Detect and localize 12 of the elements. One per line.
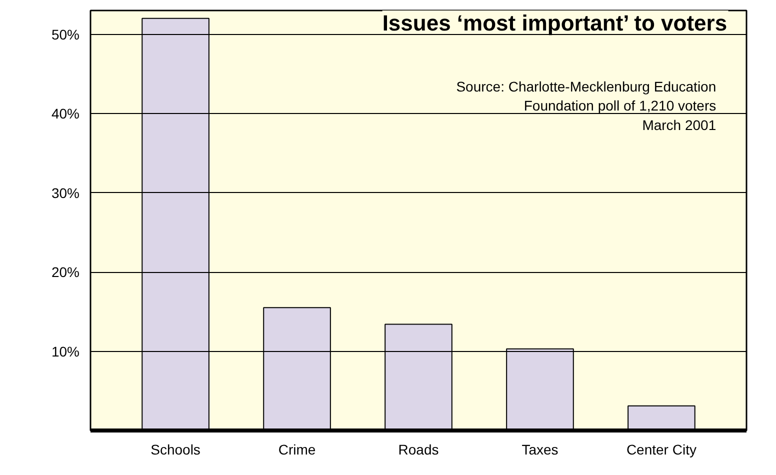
x-tick-label: Center City xyxy=(626,442,696,458)
y-tick-label: 40% xyxy=(51,106,80,122)
y-tick-label: 20% xyxy=(51,264,80,280)
y-tick-label: 10% xyxy=(51,343,80,360)
y-tick-label: 30% xyxy=(51,184,80,201)
chart-title: Issues ‘most important’ to voters xyxy=(382,10,728,36)
x-tick-label: Roads xyxy=(398,442,439,458)
annotation: Source: Charlotte-Mecklenburg Education Foundation poll of 1,210 voters March 2001 xyxy=(456,78,716,133)
x-tick-label: Taxes xyxy=(522,442,558,458)
y-tick-label: 50% xyxy=(51,26,80,42)
x-tick-label: Schools xyxy=(150,442,200,458)
x-tick-label: Crime xyxy=(278,442,316,458)
